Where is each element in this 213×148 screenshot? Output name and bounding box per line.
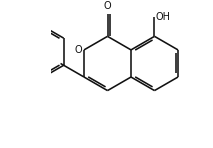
Text: OH: OH	[155, 12, 170, 22]
Text: O: O	[75, 45, 82, 55]
Text: O: O	[104, 1, 111, 11]
